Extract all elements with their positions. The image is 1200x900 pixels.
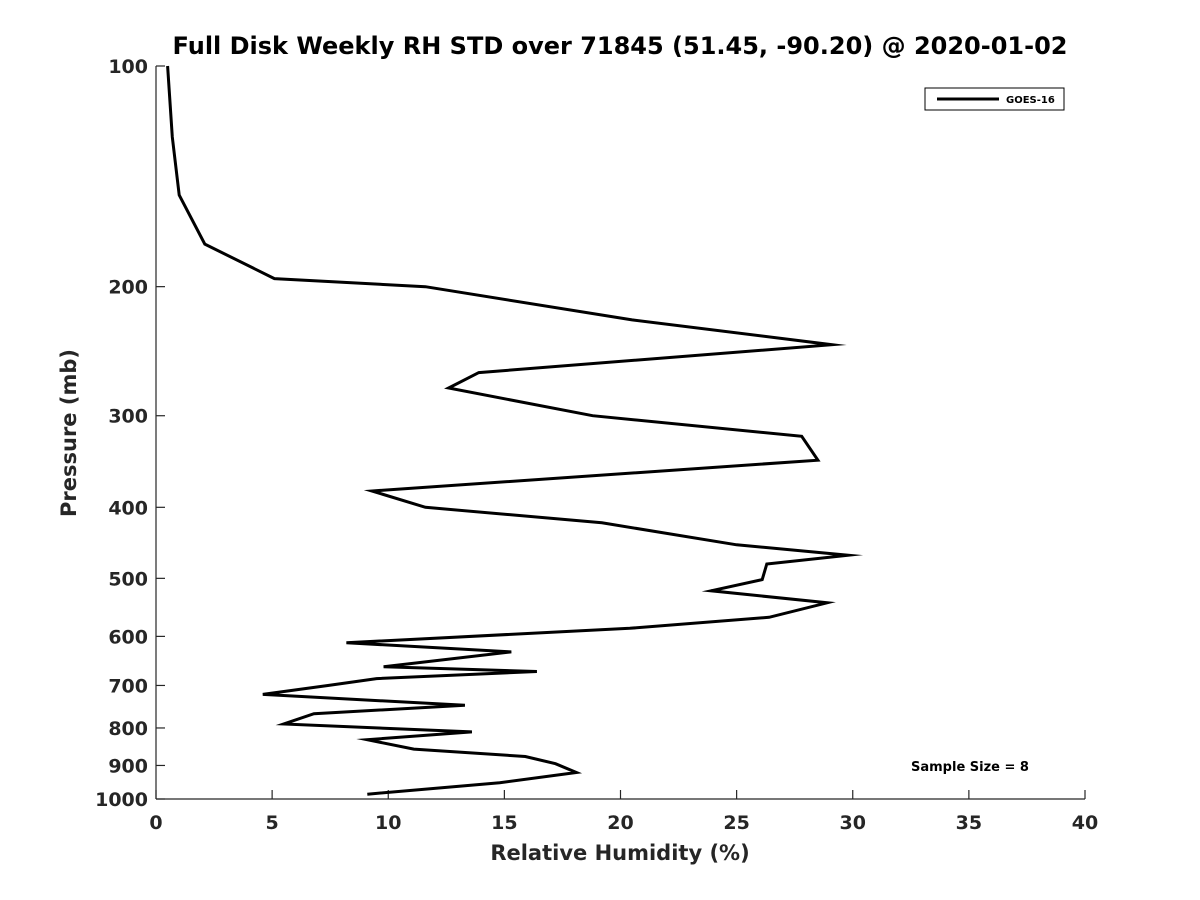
y-tick-label: 400 <box>108 497 148 519</box>
series-layer <box>166 65 864 796</box>
x-tick-label: 40 <box>1072 812 1098 834</box>
y-tick-label: 500 <box>108 568 148 590</box>
x-tick-label: 25 <box>723 812 749 834</box>
y-axis-ticks: 100 200 300 400 500 600 700 800 900 1000 <box>95 56 165 811</box>
y-tick-label: 900 <box>108 755 148 777</box>
x-tick-label: 5 <box>266 812 279 834</box>
x-tick-label: 30 <box>840 812 866 834</box>
y-tick-label: 300 <box>108 406 148 428</box>
x-tick-label: 10 <box>375 812 401 834</box>
x-axis-label: Relative Humidity (%) <box>490 841 749 865</box>
y-tick-label: 700 <box>108 675 148 697</box>
legend: GOES-16 <box>924 87 1065 111</box>
x-tick-label: 35 <box>956 812 982 834</box>
sample-size-annotation: Sample Size = 8 <box>911 760 1029 775</box>
y-tick-label: 1000 <box>95 789 148 811</box>
y-axis-label: Pressure (mb) <box>57 349 81 517</box>
series-line-goes-16 <box>166 65 864 796</box>
x-axis-ticks: 0 5 10 15 20 25 30 35 40 <box>149 790 1098 834</box>
x-tick-label: 15 <box>491 812 517 834</box>
y-tick-label: 600 <box>108 626 148 648</box>
legend-label-goes-16: GOES-16 <box>1006 95 1055 106</box>
y-tick-label: 100 <box>108 56 148 78</box>
y-tick-label: 800 <box>108 718 148 740</box>
x-tick-label: 0 <box>149 812 162 834</box>
x-tick-label: 20 <box>607 812 633 834</box>
y-tick-label: 200 <box>108 277 148 299</box>
chart-title: Full Disk Weekly RH STD over 71845 (51.4… <box>173 32 1068 60</box>
